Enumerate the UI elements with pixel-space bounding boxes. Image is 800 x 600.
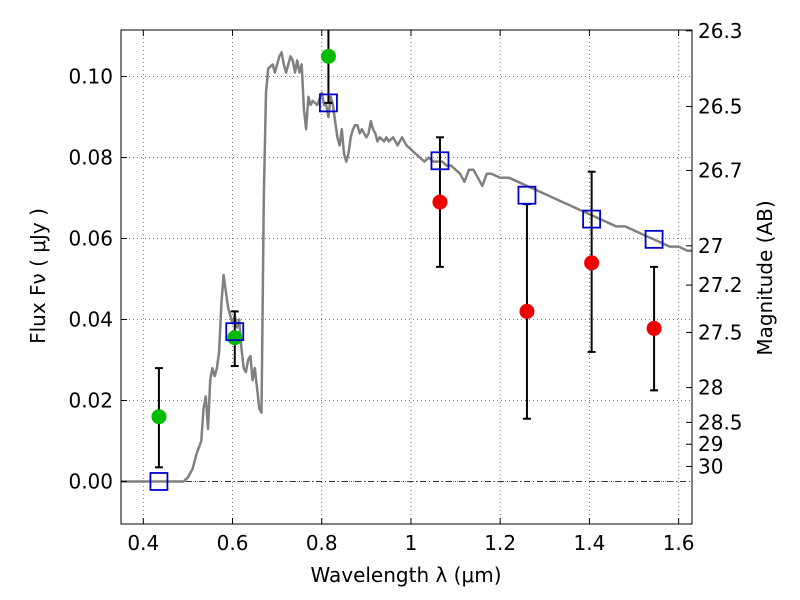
x-tick-label: 1.4 <box>573 531 605 555</box>
model-square-marker <box>149 472 169 491</box>
green-data-point <box>320 48 336 64</box>
model-spectrum-line <box>121 51 692 483</box>
y-tick-label: 0.04 <box>68 308 113 332</box>
x-tick-label: 0.6 <box>217 531 249 555</box>
red-data-point <box>432 194 448 210</box>
red-data-point <box>584 255 600 271</box>
y-tick-label: 0.00 <box>68 469 113 493</box>
right-tick-label: 27.5 <box>698 320 743 344</box>
green-data-point <box>151 409 167 425</box>
right-tick-label: 26.3 <box>698 19 743 43</box>
green-data-point <box>227 330 243 346</box>
x-tick-label: 1.6 <box>663 531 695 555</box>
x-axis-label: Wavelength λ (μm) <box>310 563 501 587</box>
right-tick-label: 30 <box>698 455 723 479</box>
model-square-marker <box>319 93 338 113</box>
red-data-point <box>519 303 535 319</box>
right-tick-label: 28 <box>698 376 723 400</box>
axes: 0.4 0.6 0.8 1 1.2 1.4 1.6 0.00 0.02 0.04 0.06 0.08 0… <box>68 19 742 555</box>
x-tick-label: 1.2 <box>484 531 516 555</box>
right-tick-label: 26.5 <box>698 95 743 119</box>
y-tick-label: 0.08 <box>68 146 113 170</box>
x-tick-label: 0.8 <box>306 531 338 555</box>
model-square-marker <box>517 185 537 205</box>
right-tick-label: 29 <box>698 432 723 456</box>
plot-frame <box>120 29 693 525</box>
y-tick-label: 0.10 <box>68 65 113 89</box>
red-data-point <box>646 320 662 336</box>
y-tick-label: 0.06 <box>68 227 113 251</box>
right-tick-label: 27.2 <box>698 273 743 297</box>
y-axis-label: Flux Fν ( μJy ) <box>26 208 50 344</box>
plot-area <box>121 30 692 524</box>
x-tick-label: 0.4 <box>127 531 159 555</box>
right-tick-label: 28.5 <box>698 410 743 434</box>
model-square-marker <box>582 209 602 229</box>
y-tick-label: 0.02 <box>68 389 113 413</box>
right-tick-label: 26.7 <box>698 159 743 183</box>
right-axis-label: Magnitude (AB) <box>753 200 777 355</box>
right-tick-label: 27 <box>698 234 723 258</box>
model-square-marker <box>644 229 664 249</box>
x-tick-label: 1 <box>405 531 418 555</box>
plot-inner <box>121 30 692 524</box>
model-square-marker <box>430 151 450 171</box>
model-square-marker <box>225 322 245 342</box>
